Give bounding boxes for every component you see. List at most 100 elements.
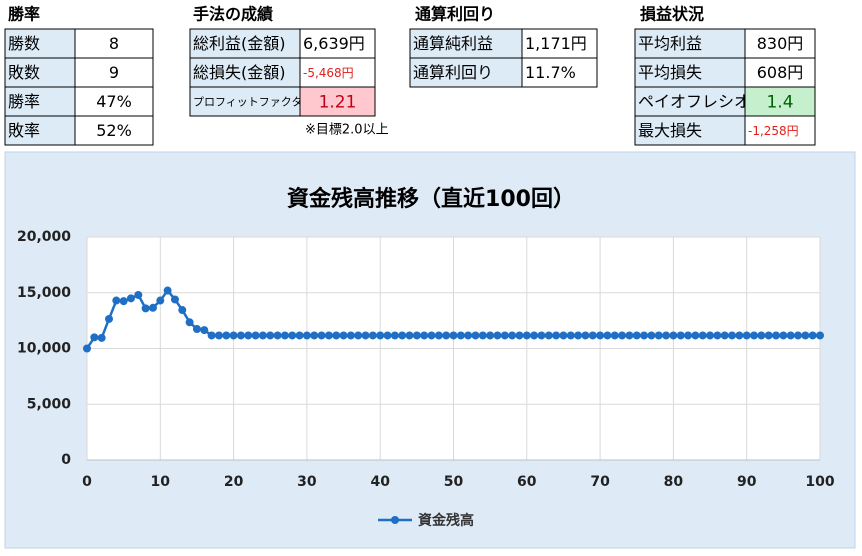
- data-point: [544, 331, 553, 340]
- data-point: [515, 331, 524, 340]
- data-point: [801, 331, 810, 340]
- data-point: [757, 331, 766, 340]
- data-point: [522, 331, 531, 340]
- data-point: [603, 331, 612, 340]
- data-point: [559, 331, 568, 340]
- data-point: [156, 296, 165, 305]
- data-point: [178, 306, 187, 315]
- data-point: [427, 331, 436, 340]
- table-cell: [409, 28, 523, 59]
- data-point: [691, 331, 700, 340]
- cell-value: 47%: [96, 92, 132, 111]
- legend-label: 資金残高: [418, 512, 474, 529]
- data-point: [500, 331, 509, 340]
- table-cell: [744, 115, 816, 146]
- data-point: [640, 331, 649, 340]
- data-point: [764, 331, 773, 340]
- cell-value: 830円: [757, 34, 804, 53]
- data-point: [662, 331, 671, 340]
- table-title: 勝率: [8, 5, 40, 24]
- data-point: [112, 296, 121, 305]
- cell-label: 最大損失: [638, 121, 702, 140]
- y-tick-label: 20,000: [17, 229, 71, 245]
- cell-label: 総利益(金額): [193, 34, 286, 53]
- table-cell: [299, 57, 376, 88]
- x-tick-label: 80: [664, 474, 684, 490]
- cell-value: -1,258円: [748, 124, 799, 138]
- data-point: [794, 331, 803, 340]
- y-tick-label: 0: [61, 452, 71, 468]
- table-cell: [521, 57, 598, 88]
- data-point: [786, 331, 795, 340]
- data-point: [185, 318, 194, 327]
- data-point: [684, 331, 693, 340]
- y-tick-label: 10,000: [17, 341, 71, 357]
- data-point: [566, 331, 575, 340]
- cell-label: ペイオフレシオ: [638, 92, 750, 111]
- x-tick-label: 60: [517, 474, 537, 490]
- cell-label: 勝率: [8, 92, 40, 111]
- data-point: [295, 331, 304, 340]
- table-cell: [299, 86, 376, 117]
- data-point: [207, 331, 216, 340]
- data-point: [574, 331, 583, 340]
- data-point: [97, 333, 106, 342]
- data-point: [383, 331, 392, 340]
- data-point: [368, 331, 377, 340]
- cell-value: 52%: [96, 121, 132, 140]
- data-point: [310, 331, 319, 340]
- table-note: ※目標2.0以上: [305, 123, 389, 138]
- cell-label: 敗数: [8, 63, 40, 82]
- data-point: [552, 331, 561, 340]
- cell-value: 11.7%: [525, 63, 576, 82]
- data-point: [618, 331, 627, 340]
- data-point: [610, 331, 619, 340]
- table-cell: [4, 115, 76, 146]
- data-point: [317, 331, 326, 340]
- table-cell: [74, 86, 154, 117]
- data-point: [376, 331, 385, 340]
- cell-label: プロフィットファクター: [193, 96, 313, 109]
- data-point: [273, 331, 282, 340]
- x-tick-label: 0: [82, 474, 92, 490]
- cell-value: 8: [109, 34, 119, 53]
- data-point: [434, 331, 443, 340]
- data-point: [192, 324, 201, 333]
- data-point: [493, 331, 502, 340]
- cell-label: 平均利益: [638, 34, 702, 53]
- data-point: [706, 331, 715, 340]
- data-point: [104, 314, 113, 323]
- cell-value: 6,639円: [303, 34, 365, 53]
- cell-value: 1.4: [766, 93, 793, 113]
- data-point: [90, 333, 99, 342]
- data-point: [280, 331, 289, 340]
- table-cell: [74, 28, 154, 59]
- table-title: 損益状況: [640, 5, 704, 24]
- cell-label: 敗率: [8, 121, 40, 140]
- data-point: [420, 331, 429, 340]
- data-point: [251, 331, 260, 340]
- data-point: [596, 331, 605, 340]
- table-cell: [634, 115, 746, 146]
- cell-value: -5,468円: [303, 66, 354, 80]
- data-point: [478, 331, 487, 340]
- data-point: [779, 331, 788, 340]
- data-point: [816, 331, 824, 340]
- data-point: [354, 331, 363, 340]
- data-point: [134, 290, 143, 299]
- table-cell: [409, 57, 523, 88]
- data-point: [390, 331, 399, 340]
- data-point: [170, 295, 179, 304]
- data-point: [456, 331, 465, 340]
- cell-value: 9: [109, 63, 119, 82]
- data-point: [361, 331, 370, 340]
- data-point: [83, 344, 91, 353]
- data-point: [266, 331, 275, 340]
- data-point: [676, 331, 685, 340]
- table-cell: [634, 86, 746, 117]
- data-point: [302, 331, 311, 340]
- data-point: [713, 331, 722, 340]
- table-cell: [744, 57, 816, 88]
- data-point: [346, 331, 355, 340]
- data-point: [464, 331, 473, 340]
